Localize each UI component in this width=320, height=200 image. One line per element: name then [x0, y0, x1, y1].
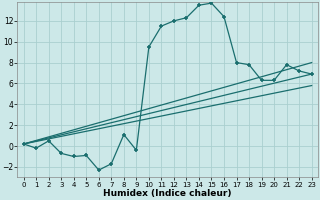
X-axis label: Humidex (Indice chaleur): Humidex (Indice chaleur): [103, 189, 232, 198]
